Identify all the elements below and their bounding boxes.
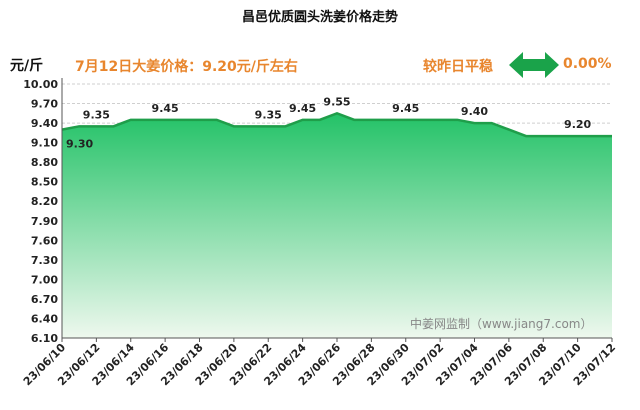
y-tick-label: 7.60 bbox=[31, 234, 58, 247]
chart-title: 昌邑优质圆头洗姜价格走势 bbox=[241, 10, 398, 25]
data-label: 9.45 bbox=[289, 102, 316, 115]
data-label: 9.35 bbox=[83, 108, 110, 121]
y-tick-label: 8.20 bbox=[31, 195, 58, 208]
y-tick-label: 7.00 bbox=[31, 273, 58, 286]
data-label: 9.45 bbox=[152, 102, 179, 115]
y-tick-label: 10.00 bbox=[23, 78, 58, 91]
data-label: 9.20 bbox=[564, 118, 591, 131]
y-tick-label: 7.90 bbox=[31, 215, 58, 228]
price-line bbox=[61, 111, 612, 138]
y-tick-label: 9.70 bbox=[31, 98, 58, 111]
price-headline: 7月12日大姜价格：9.20元/斤左右 bbox=[75, 59, 298, 75]
y-tick-label: 8.50 bbox=[31, 176, 58, 189]
data-label: 9.30 bbox=[66, 138, 93, 151]
unit-label: 元/斤 bbox=[10, 58, 44, 74]
change-percent: 0.00% bbox=[563, 56, 612, 72]
y-tick-label: 8.80 bbox=[31, 156, 58, 169]
y-tick-label: 7.30 bbox=[31, 254, 58, 267]
double-arrow-icon bbox=[509, 52, 559, 78]
watermark: 中姜网监制（www.jiang7.com） bbox=[410, 316, 592, 331]
compare-label: 较昨日平稳 bbox=[423, 59, 493, 75]
y-tick-label: 6.40 bbox=[31, 312, 58, 325]
price-area bbox=[62, 113, 612, 338]
y-tick-label: 6.70 bbox=[31, 293, 58, 306]
y-tick-label: 6.10 bbox=[31, 332, 58, 345]
data-label: 9.55 bbox=[323, 95, 350, 108]
y-tick-label: 9.10 bbox=[31, 137, 58, 150]
data-label: 9.40 bbox=[461, 105, 488, 118]
data-label: 9.45 bbox=[392, 102, 419, 115]
y-tick-label: 9.40 bbox=[31, 117, 58, 130]
data-label: 9.35 bbox=[255, 108, 282, 121]
